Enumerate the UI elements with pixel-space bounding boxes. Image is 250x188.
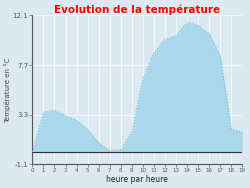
Title: Evolution de la température: Evolution de la température (54, 4, 220, 15)
Y-axis label: Température en °C: Température en °C (4, 57, 11, 123)
X-axis label: heure par heure: heure par heure (106, 175, 168, 184)
